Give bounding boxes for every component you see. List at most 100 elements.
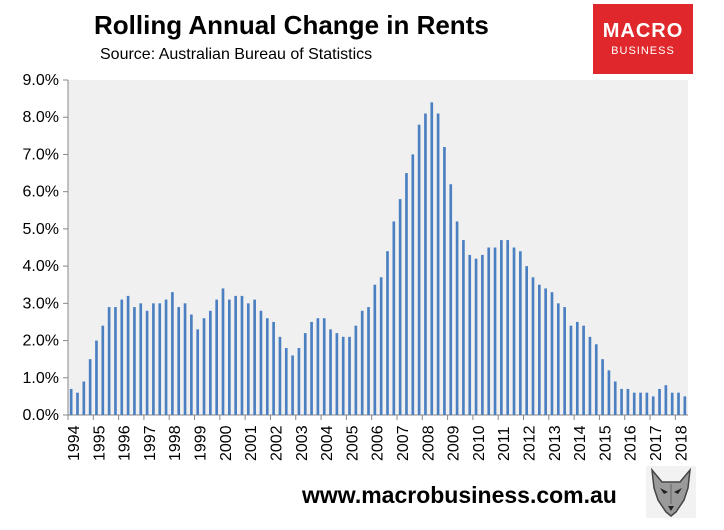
x-tick-label: 2017 [648, 425, 665, 461]
bar [569, 325, 573, 415]
x-tick-label: 2003 [294, 425, 311, 461]
bar [443, 147, 446, 415]
bar [607, 370, 611, 415]
bar [379, 277, 383, 415]
bar [240, 295, 244, 415]
bar [272, 321, 275, 415]
bar [677, 392, 680, 415]
bar [487, 247, 491, 415]
bar [202, 318, 206, 415]
bar [481, 254, 484, 415]
bar [177, 307, 181, 415]
bar [228, 299, 231, 415]
bar [538, 284, 541, 415]
bar [234, 295, 237, 415]
chart-subtitle: Source: Australian Bureau of Statistics [100, 46, 373, 63]
wolf-logo-icon [646, 466, 696, 518]
x-tick-label: 2001 [243, 425, 260, 461]
bar [556, 303, 560, 415]
bar [392, 221, 396, 415]
bar [107, 307, 111, 415]
x-tick-label: 1997 [142, 425, 159, 461]
x-tick-label: 1999 [193, 425, 210, 461]
bar [171, 292, 174, 415]
bar [582, 325, 585, 415]
bar [500, 240, 503, 415]
bar [506, 240, 510, 415]
y-tick-label: 7.0% [23, 146, 59, 163]
bar [259, 310, 263, 415]
y-tick-label: 9.0% [23, 72, 59, 89]
bar [126, 295, 130, 415]
bar [373, 284, 377, 415]
x-tick-label: 2012 [522, 425, 539, 461]
bar [88, 359, 92, 415]
bar [95, 340, 98, 415]
x-tick-label: 1994 [66, 425, 83, 461]
bar [474, 258, 478, 415]
x-tick-label: 2002 [268, 425, 285, 461]
bar [253, 299, 256, 415]
x-tick-label: 2011 [496, 426, 513, 461]
y-tick-label: 8.0% [23, 109, 59, 126]
x-tick-label: 2008 [420, 425, 437, 461]
y-tick-label: 2.0% [23, 333, 59, 350]
bar [348, 336, 351, 415]
logo-line2: BUSINESS [611, 45, 675, 57]
bar [398, 199, 402, 415]
x-tick-label: 1995 [91, 425, 108, 461]
bar [329, 329, 332, 415]
bar [246, 303, 250, 415]
bar [367, 307, 370, 415]
bar [69, 388, 73, 415]
x-tick-label: 2014 [572, 425, 589, 461]
bar [82, 381, 86, 415]
logo-line1: MACRO [602, 20, 684, 42]
x-tick-label: 2007 [395, 425, 412, 461]
bar [152, 303, 155, 415]
x-tick-label: 2010 [471, 425, 488, 461]
bar [335, 333, 339, 415]
x-tick-label: 1998 [167, 425, 184, 461]
bar [519, 251, 522, 415]
bar [291, 355, 294, 415]
bar [284, 348, 288, 415]
bar [322, 318, 326, 415]
bar [563, 307, 566, 415]
bar [139, 303, 143, 415]
bar [411, 154, 415, 415]
bar [196, 329, 200, 415]
bar [405, 173, 408, 415]
bar [265, 318, 269, 415]
bar [436, 113, 440, 415]
x-tick-label: 2009 [446, 425, 463, 461]
y-tick-label: 5.0% [23, 221, 59, 238]
bar [221, 288, 225, 415]
bar [575, 321, 579, 415]
bar [424, 113, 427, 415]
bar [632, 392, 636, 415]
bar [658, 388, 661, 415]
bar [544, 288, 547, 415]
chart-title: Rolling Annual Change in Rents [94, 10, 489, 40]
y-tick-label: 3.0% [23, 295, 59, 312]
bar [360, 310, 364, 415]
bar [588, 336, 592, 415]
bar [386, 251, 389, 415]
bar [449, 184, 453, 415]
macrobusiness-logo: MACRO BUSINESS [593, 4, 693, 74]
bar [468, 254, 472, 415]
bar [601, 359, 604, 415]
footer-url: www.macrobusiness.com.au [302, 482, 617, 508]
x-tick-label: 2000 [218, 425, 235, 461]
bar [114, 307, 117, 415]
bar [455, 221, 459, 415]
bar [525, 266, 528, 415]
y-tick-label: 1.0% [23, 370, 59, 387]
bar [164, 299, 168, 415]
bar [190, 314, 193, 415]
bar [651, 396, 655, 415]
y-tick-label: 4.0% [23, 258, 59, 275]
bar [316, 318, 320, 415]
bar [430, 102, 434, 415]
